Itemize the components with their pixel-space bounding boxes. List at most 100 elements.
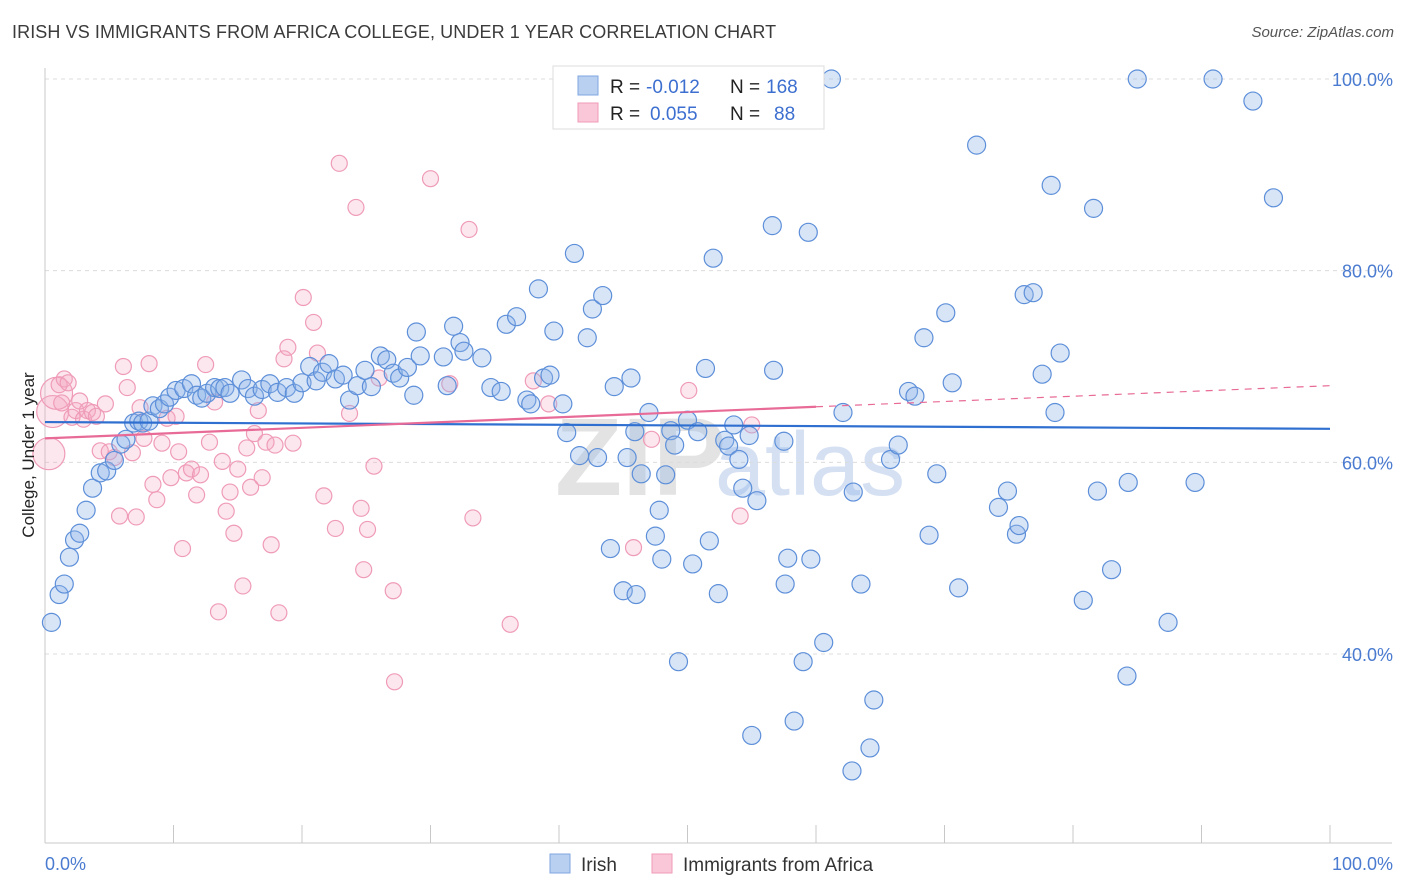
africa-point xyxy=(460,220,478,239)
irish-point xyxy=(481,377,501,398)
irish-point xyxy=(197,383,217,403)
irish-point xyxy=(1203,69,1223,89)
legend-n-value-1: 168 xyxy=(766,77,798,98)
irish-point xyxy=(1045,402,1065,423)
bottom-legend-label-irish: Irish xyxy=(581,855,617,876)
irish-point xyxy=(406,322,426,342)
irish-point xyxy=(668,652,689,672)
africa-point xyxy=(680,381,698,400)
africa-point xyxy=(294,288,312,307)
africa-point xyxy=(162,469,180,487)
irish-point xyxy=(778,548,798,568)
africa-point xyxy=(315,487,333,505)
irish-point xyxy=(284,383,304,403)
irish-point xyxy=(347,376,367,396)
africa-point xyxy=(270,604,288,622)
irish-point xyxy=(397,357,417,378)
irish-point xyxy=(355,360,375,380)
irish-point xyxy=(544,321,564,341)
series-legend: Irish Immigrants from Africa xyxy=(549,853,873,876)
africa-point xyxy=(242,478,260,496)
africa-point xyxy=(96,395,114,413)
irish-point xyxy=(747,491,767,511)
africa-point xyxy=(347,198,365,217)
africa-point xyxy=(238,439,256,457)
trend-lines xyxy=(44,385,1331,440)
irish-point xyxy=(41,612,62,632)
irish-point xyxy=(49,584,69,605)
irish-point xyxy=(988,497,1009,517)
africa-point xyxy=(59,374,77,392)
africa-point xyxy=(167,407,185,425)
africa-point xyxy=(266,436,284,454)
africa-point xyxy=(355,561,373,579)
africa-point xyxy=(340,404,359,423)
africa-trend-line xyxy=(44,405,817,440)
irish-point xyxy=(433,347,453,367)
irish-point xyxy=(1032,364,1052,384)
irish-point xyxy=(267,382,288,402)
irish-point xyxy=(1118,472,1138,493)
bottom-legend-swatch-africa xyxy=(651,853,673,874)
irish-point xyxy=(888,435,908,455)
africa-point xyxy=(209,603,228,621)
africa-point xyxy=(326,519,345,538)
irish-point xyxy=(864,690,884,710)
irish-point xyxy=(506,307,527,327)
irish-point xyxy=(949,578,969,598)
irish-point xyxy=(521,394,541,414)
africa-point xyxy=(173,539,192,558)
irish-point xyxy=(703,248,723,268)
y-tick-label: 40.0% xyxy=(1342,645,1393,665)
irish-point xyxy=(1185,472,1205,493)
y-axis-label: College, Under 1 year xyxy=(19,372,38,538)
bottom-legend-swatch-irish xyxy=(549,853,571,874)
irish-point xyxy=(569,446,590,466)
irish-point xyxy=(54,574,74,594)
irish-point xyxy=(860,738,880,758)
irish-point xyxy=(97,461,117,481)
africa-point xyxy=(200,433,219,451)
axes xyxy=(44,68,1392,844)
irish-point xyxy=(695,358,716,379)
africa-point xyxy=(197,355,215,374)
y-tick-label: 80.0% xyxy=(1342,262,1393,282)
legend-r-label-1: R = xyxy=(610,77,640,98)
legend-n-value-2: 88 xyxy=(774,104,795,125)
africa-point xyxy=(624,539,643,557)
irish-point xyxy=(215,377,235,398)
irish-point xyxy=(587,447,608,468)
irish-point xyxy=(454,341,474,361)
y-tick-labels: 40.0% 60.0% 80.0% 100.0% xyxy=(1332,70,1393,665)
irish-point xyxy=(814,632,834,653)
africa-point xyxy=(170,443,188,461)
irish-point xyxy=(617,447,637,468)
legend-n-label-2: N = xyxy=(730,104,760,125)
africa-point xyxy=(284,434,302,452)
africa-point xyxy=(253,469,271,487)
irish-point xyxy=(1041,175,1061,195)
irish-point xyxy=(410,346,430,366)
irish-point xyxy=(833,402,853,423)
africa-point xyxy=(234,577,252,595)
x-tick-label-max: 100.0% xyxy=(1332,854,1393,874)
africa-point xyxy=(114,357,132,376)
africa-point xyxy=(148,491,166,509)
irish-point xyxy=(1073,590,1093,610)
irish-point xyxy=(82,478,103,498)
africa-point xyxy=(144,475,162,493)
africa-point xyxy=(540,395,558,413)
irish-point xyxy=(1083,198,1104,218)
africa-point xyxy=(217,502,235,520)
irish-point xyxy=(914,328,934,348)
irish-point xyxy=(821,69,842,89)
africa-point xyxy=(118,378,136,397)
legend-r-value-1: -0.012 xyxy=(646,77,700,98)
africa-point xyxy=(279,338,297,356)
y-tick-label: 100.0% xyxy=(1332,70,1393,90)
bottom-legend-label-africa: Immigrants from Africa xyxy=(683,855,873,876)
africa-point xyxy=(304,313,323,332)
irish-point xyxy=(181,374,202,394)
irish-point xyxy=(1023,283,1043,303)
source-label: Source: ZipAtlas.com xyxy=(1251,24,1394,41)
